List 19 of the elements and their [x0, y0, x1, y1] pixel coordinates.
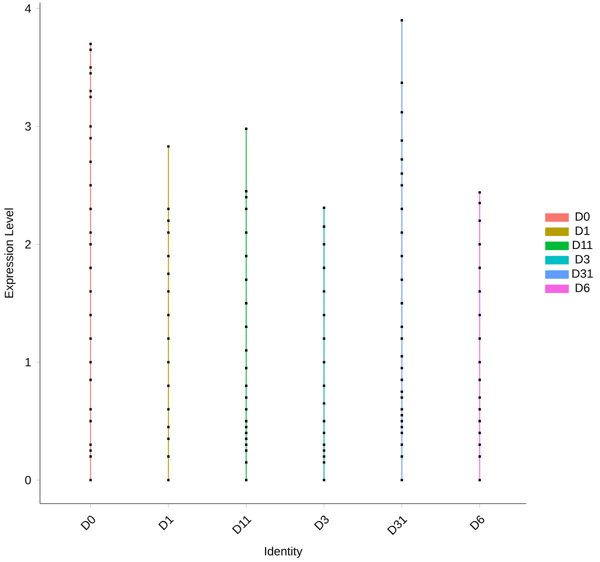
- x-tick-label: D3: [314, 516, 329, 530]
- legend-label: D3: [576, 254, 590, 264]
- x-tick-label: D6: [470, 516, 484, 530]
- legend-label: D6: [576, 284, 590, 292]
- y-tick-label: 1: [26, 358, 31, 366]
- y-tick-label: 2: [25, 240, 31, 248]
- legend-label: D0: [576, 212, 590, 221]
- x-tick-label: D31: [387, 516, 408, 535]
- x-tick-label: D1: [158, 516, 174, 530]
- x-tick-label: D0: [80, 516, 95, 530]
- y-tick-label: 4: [24, 4, 31, 13]
- y-axis-title: Expression Level: [4, 208, 16, 298]
- legend-label: D31: [572, 269, 593, 278]
- y-tick-label: 0: [25, 476, 31, 484]
- y-tick-label: 3: [25, 122, 31, 131]
- legend-label: D1: [576, 226, 590, 235]
- x-tick-label: D11: [232, 516, 252, 534]
- x-axis-title: Identity: [265, 546, 302, 558]
- legend-label: D11: [572, 240, 592, 249]
